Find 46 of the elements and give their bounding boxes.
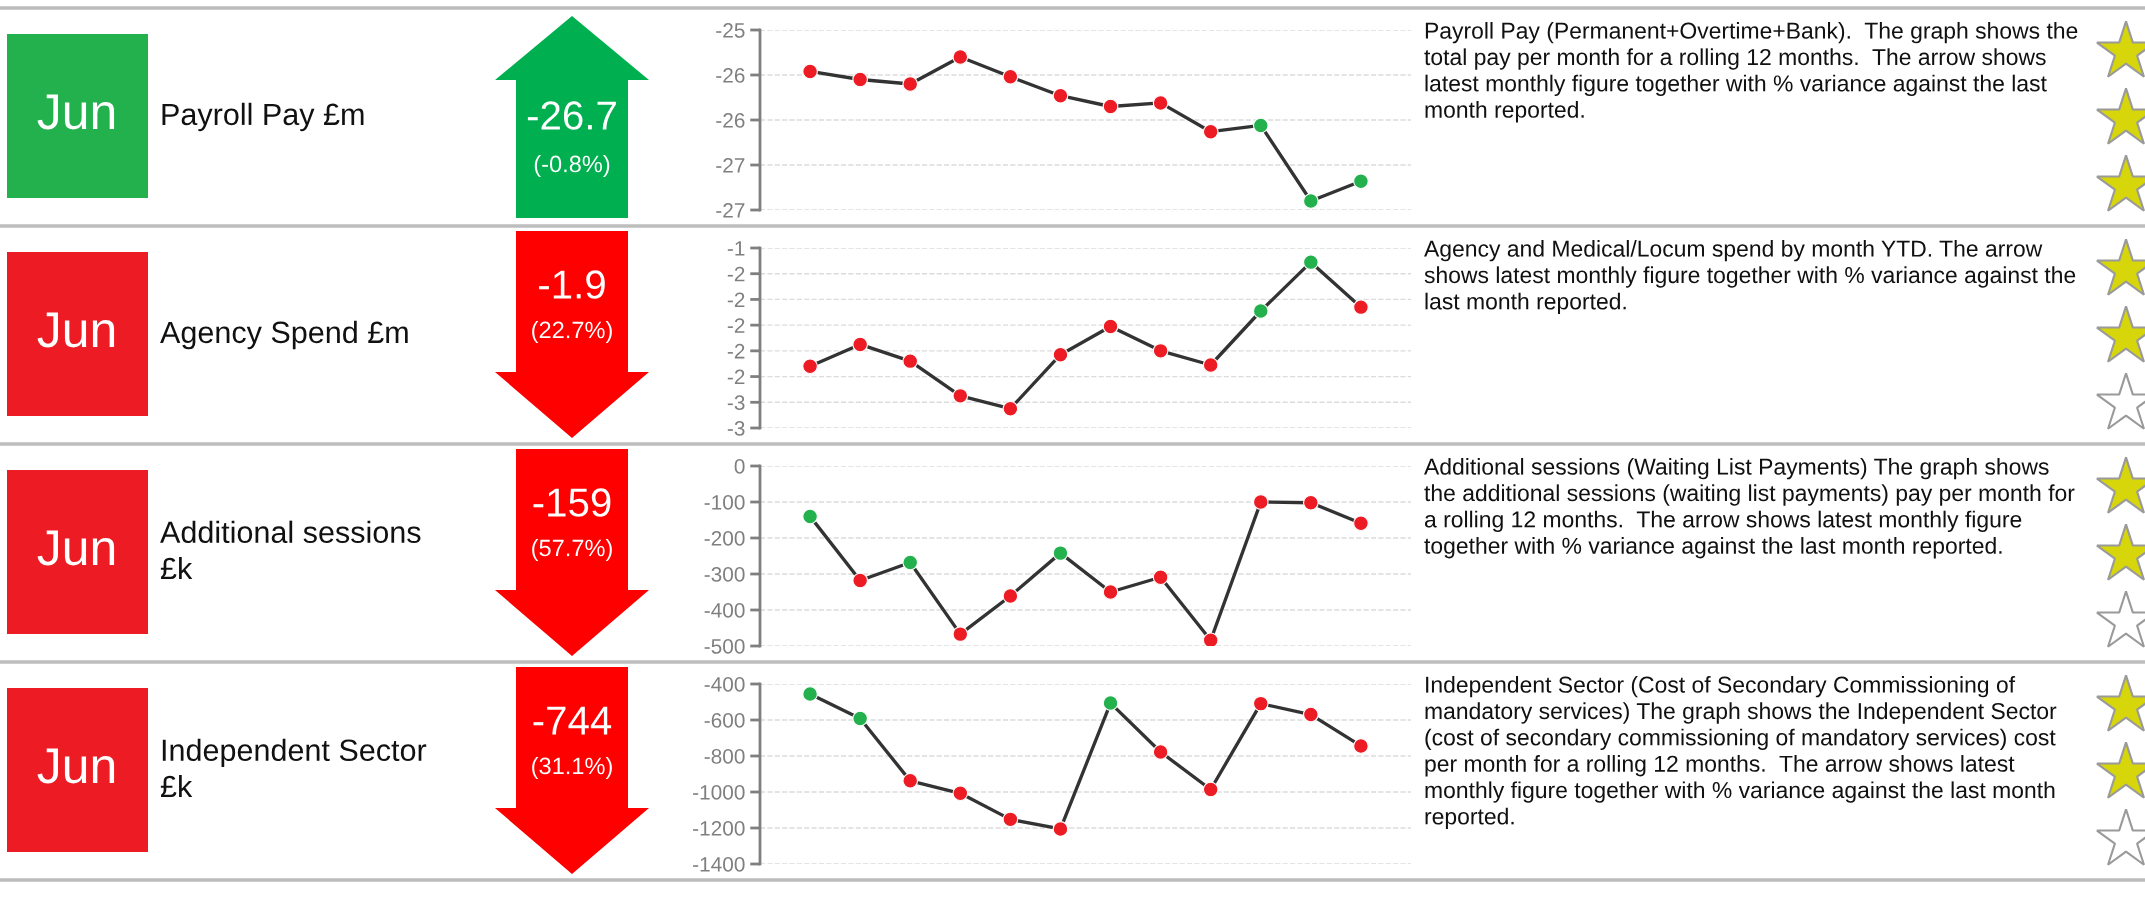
- y-tick-label: -500: [704, 639, 745, 654]
- y-tick-label: -200: [704, 531, 745, 546]
- text: Payroll Pay (Permanent+Overtime+Bank). The graph shows the total pay per month for a rolling 12 months. The arrow shows latest monthly figure together with % variance against the last month reported.: [1424, 22, 2078, 123]
- text: Payroll Pay £m: [162, 102, 364, 132]
- text: -1.9: [539, 270, 605, 299]
- y-tick-label: -3: [727, 421, 745, 436]
- text: Independent Sector (Cost of Secondary Commissioning of mandatory services) The graph shows the Independent Sector (cost of secondary commissioning of mandatory services) cost per month for a rolling 12 months. The arrow shows latest monthly figure together with % variance against the last month reported.: [1425, 676, 2057, 830]
- text: (22.7%): [532, 320, 612, 343]
- text: -159: [533, 488, 611, 517]
- y-tick-label: -25: [716, 23, 745, 38]
- text: Jun: [37, 748, 115, 784]
- y-tick-label: -27: [716, 158, 745, 173]
- text: Jun: [37, 94, 115, 130]
- text: Independent Sector £k: [160, 738, 427, 798]
- y-tick-label: -2: [727, 292, 745, 307]
- y-tick-label: 0: [734, 459, 745, 474]
- text: Agency Spend £m: [160, 320, 408, 350]
- y-tick-label: -27: [716, 203, 745, 218]
- y-tick-label: -100: [704, 495, 745, 510]
- y-tick-label: -1200: [693, 821, 745, 836]
- y-tick-label: -26: [716, 68, 745, 83]
- text: Additional sessions (Waiting List Payments) The graph shows the additional sessions (waiting list payments) pay per month for a rolling 12 months. The arrow shows latest monthly figure together with % variance against the last month reported.: [1424, 458, 2075, 559]
- text: Additional sessions £k: [160, 520, 421, 580]
- y-tick-label: -2: [727, 318, 745, 333]
- text: (-0.8%): [534, 154, 610, 177]
- text: (31.1%): [532, 756, 612, 779]
- y-tick-label: -300: [704, 567, 745, 582]
- y-tick-label: -3: [727, 395, 745, 411]
- y-tick-label: -1: [727, 241, 745, 256]
- y-tick-label: -1400: [693, 857, 745, 872]
- y-tick-label: -2: [727, 369, 745, 385]
- y-tick-label: -2: [727, 343, 745, 359]
- text: -26.7: [527, 101, 616, 130]
- text: Agency and Medical/Locum spend by month YTD. The arrow shows latest monthly figure together with % variance against the last month reported.: [1424, 240, 2076, 315]
- text: Jun: [37, 530, 115, 566]
- point: [1202, 632, 1219, 646]
- text: (57.7%): [532, 538, 612, 561]
- y-tick-label: -600: [704, 713, 745, 728]
- y-tick-label: -1000: [693, 785, 745, 800]
- y-tick-label: -400: [704, 677, 745, 692]
- text: -744: [533, 706, 612, 735]
- y-tick-label: -26: [716, 113, 745, 128]
- y-tick-label: -2: [727, 266, 745, 282]
- y-tick-label: -400: [704, 603, 745, 618]
- y-tick-label: -800: [704, 749, 745, 764]
- text: Jun: [37, 312, 115, 348]
